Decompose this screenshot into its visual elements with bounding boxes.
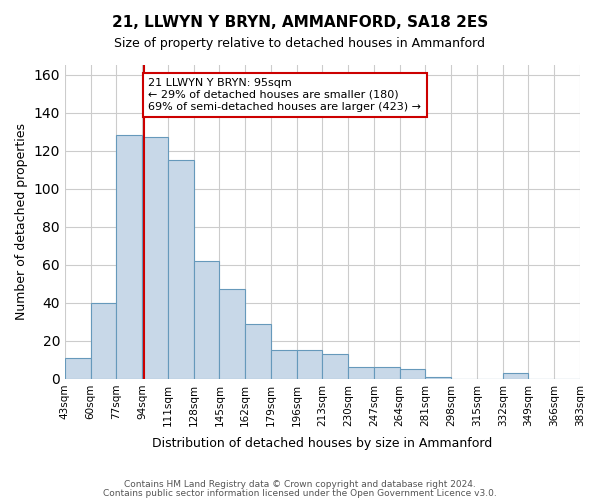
Bar	[168, 160, 194, 379]
Bar	[503, 373, 529, 379]
Bar	[271, 350, 297, 379]
Bar	[65, 358, 91, 379]
Bar	[245, 324, 271, 379]
X-axis label: Distribution of detached houses by size in Ammanford: Distribution of detached houses by size …	[152, 437, 493, 450]
Bar	[194, 261, 220, 379]
Text: 21, LLWYN Y BRYN, AMMANFORD, SA18 2ES: 21, LLWYN Y BRYN, AMMANFORD, SA18 2ES	[112, 15, 488, 30]
Text: Contains HM Land Registry data © Crown copyright and database right 2024.: Contains HM Land Registry data © Crown c…	[124, 480, 476, 489]
Bar	[348, 368, 374, 379]
Bar	[142, 138, 168, 379]
Bar	[322, 354, 348, 379]
Text: Size of property relative to detached houses in Ammanford: Size of property relative to detached ho…	[115, 38, 485, 51]
Bar	[374, 368, 400, 379]
Text: 21 LLWYN Y BRYN: 95sqm
← 29% of detached houses are smaller (180)
69% of semi-de: 21 LLWYN Y BRYN: 95sqm ← 29% of detached…	[148, 78, 421, 112]
Bar	[116, 136, 142, 379]
Bar	[220, 290, 245, 379]
Bar	[297, 350, 322, 379]
Y-axis label: Number of detached properties: Number of detached properties	[15, 124, 28, 320]
Bar	[425, 377, 451, 379]
Bar	[400, 370, 425, 379]
Bar	[91, 303, 116, 379]
Text: Contains public sector information licensed under the Open Government Licence v3: Contains public sector information licen…	[103, 488, 497, 498]
